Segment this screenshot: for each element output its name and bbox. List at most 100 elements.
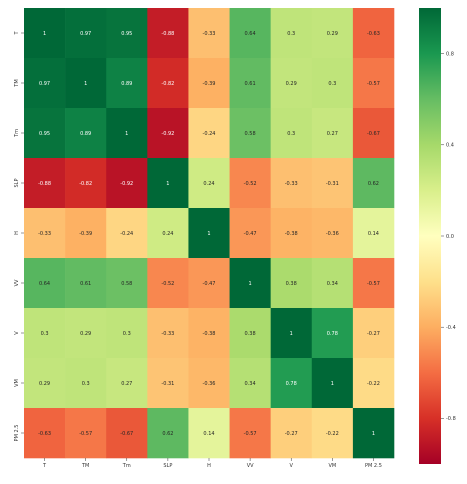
cell-value-label: 0.3	[41, 331, 49, 337]
heatmap-cell-vv-vv	[229, 258, 271, 309]
heatmap-cell-vm-tm	[106, 358, 148, 409]
heatmap-cell-h-t	[24, 208, 66, 259]
heatmap-cell-h-tm	[65, 208, 107, 259]
cell-value-label: -0.39	[203, 81, 216, 87]
heatmap-cell-vm-pm-2-5	[352, 358, 395, 409]
cell-value-label: -0.33	[203, 31, 216, 37]
heatmap-cell-h-slp	[147, 208, 189, 259]
cell-value-label: 0.3	[287, 31, 295, 37]
cell-value-label: -0.47	[203, 281, 216, 287]
heatmap-cell-slp-v	[270, 158, 313, 209]
cell-value-label: 0.24	[203, 181, 214, 187]
cell-value-label: 0.89	[121, 81, 132, 87]
heatmap-cell-tm-pm-2-5	[352, 108, 395, 159]
heatmap-cell-tm-pm-2-5	[352, 58, 395, 109]
colorbar-tick-label: 0.4	[446, 143, 454, 149]
cell-value-label: 0.78	[286, 381, 297, 387]
cell-value-label: -0.82	[79, 181, 92, 187]
y-tick-label-slp: SLP	[14, 179, 20, 188]
x-tick-label-t: T	[42, 463, 47, 469]
heatmap-cell-v-h	[188, 308, 230, 359]
heatmap-cell-pm-2-5-slp	[147, 408, 189, 459]
cell-value-label: 0.38	[286, 281, 297, 287]
cell-value-label: 0.89	[80, 131, 91, 137]
heatmap-cell-h-tm	[106, 208, 148, 259]
cell-value-label: -0.33	[38, 231, 51, 237]
heatmap-cell-t-h	[188, 8, 230, 59]
heatmap-cell-t-tm	[106, 8, 148, 59]
heatmap-cell-vv-slp	[147, 258, 189, 309]
cell-value-label: -0.38	[285, 231, 298, 237]
cell-value-label: -0.57	[244, 431, 257, 437]
heatmap-cell-tm-vm	[311, 108, 354, 159]
cell-value-label: 0.29	[80, 331, 91, 337]
heatmap-cell-vm-v	[270, 358, 313, 409]
cell-value-label: 1	[372, 431, 375, 437]
heatmap-cell-pm-2-5-vv	[229, 408, 271, 459]
heatmap-cell-slp-slp	[147, 158, 189, 209]
heatmap-cell-h-vm	[311, 208, 354, 259]
cell-value-label: -0.33	[285, 181, 298, 187]
cell-value-label: 0.95	[39, 131, 50, 137]
cell-value-label: 1	[43, 31, 46, 37]
heatmap-cell-t-vv	[229, 8, 271, 59]
x-tick-label-h: H	[207, 463, 211, 469]
y-tick-label-t: T	[14, 31, 20, 36]
heatmap-cell-v-vm	[311, 308, 354, 359]
heatmap-cell-vm-h	[188, 358, 230, 409]
heatmap-cell-tm-tm	[65, 108, 107, 159]
heatmap-cell-slp-vv	[229, 158, 271, 209]
cell-value-label: 0.29	[327, 31, 338, 37]
heatmap-cell-pm-2-5-t	[24, 408, 66, 459]
colorbar-ticks: 0.8 0.4 0.0 -0.4 -0.8	[441, 51, 456, 422]
cell-value-label: 0.14	[368, 231, 379, 237]
heatmap-cell-labels: 1 0.97 0.95 -0.88 -0.33 0.64 0.3 0.29 -0.63 0.97 1…	[38, 31, 380, 437]
cell-value-label: 0.97	[80, 31, 91, 37]
heatmap-cell-tm-slp	[147, 108, 189, 159]
cell-value-label: 0.38	[245, 331, 256, 337]
heatmap-cell-vm-tm	[65, 358, 107, 409]
heatmap-cell-h-v	[270, 208, 313, 259]
x-tick-label-tm: Tm	[122, 463, 131, 469]
heatmap-cell-v-pm-2-5	[352, 308, 395, 359]
y-tick-label-v: V	[14, 331, 20, 335]
heatmap-cell-tm-vv	[229, 108, 271, 159]
cell-value-label: -0.47	[244, 231, 257, 237]
cell-value-label: -0.67	[367, 131, 380, 137]
cell-value-label: -0.38	[203, 331, 216, 337]
heatmap-cell-v-tm	[65, 308, 107, 359]
cell-value-label: 0.58	[245, 131, 256, 137]
cell-value-label: 1	[331, 381, 334, 387]
cell-value-label: -0.88	[161, 31, 174, 37]
heatmap-cell-vm-vm	[311, 358, 354, 409]
heatmap-cell-tm-tm	[65, 58, 107, 109]
colorbar	[419, 8, 441, 464]
cell-value-label: 0.34	[327, 281, 338, 287]
x-tick-label-vm: VM	[328, 463, 336, 469]
cell-value-label: 1	[290, 331, 293, 337]
heatmap-cell-vv-v	[270, 258, 313, 309]
heatmap-cell-tm-v	[270, 58, 313, 109]
cell-value-label: -0.82	[161, 81, 174, 87]
heatmap-cell-t-slp	[147, 8, 189, 59]
cell-value-label: -0.33	[161, 331, 174, 337]
cell-value-label: 0.61	[80, 281, 91, 287]
cell-value-label: -0.63	[367, 31, 380, 37]
cell-value-label: -0.52	[161, 281, 174, 287]
x-tick-label-tm: TM	[81, 463, 89, 469]
cell-value-label: 0.3	[123, 331, 131, 337]
heatmap-cell-tm-t	[24, 58, 66, 109]
cell-value-label: 0.62	[368, 181, 379, 187]
heatmap-cell-tm-vm	[311, 58, 354, 109]
heatmap-cell-pm-2-5-vm	[311, 408, 354, 459]
heatmap-cell-t-tm	[65, 8, 107, 59]
cell-value-label: -0.52	[244, 181, 257, 187]
heatmap-cell-v-tm	[106, 308, 148, 359]
heatmap-cell-slp-h	[188, 158, 230, 209]
cell-value-label: -0.92	[120, 181, 133, 187]
heatmap-cell-h-vv	[229, 208, 271, 259]
cell-value-label: -0.67	[120, 431, 133, 437]
cell-value-label: 0.58	[121, 281, 132, 287]
heatmap-cell-tm-tm	[106, 58, 148, 109]
colorbar-tick-label: 0.0	[446, 234, 454, 240]
